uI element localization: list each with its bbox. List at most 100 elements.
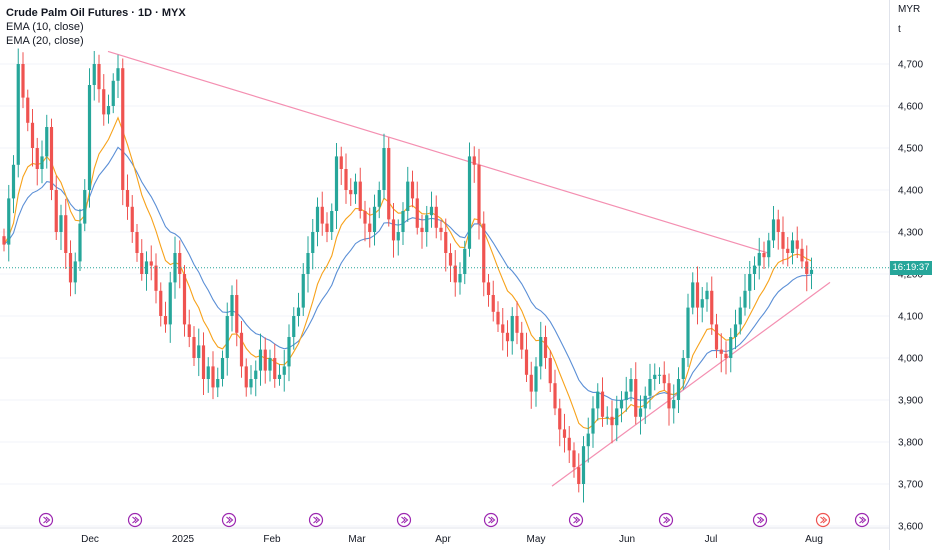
candle-body (401, 211, 405, 232)
event-marker-circle (658, 512, 674, 528)
candle-body (748, 274, 752, 291)
candle-body (206, 366, 210, 379)
event-marker-glyph (820, 516, 828, 524)
event-marker-icon[interactable] (658, 512, 674, 528)
price-axis[interactable]: MYR t 4,700 4,600 4,500 4,400 4,300 4,200 4,10… (889, 0, 932, 550)
candle-body (97, 64, 101, 90)
candle-body (520, 332, 524, 350)
price-tick-label: 4,600 (898, 102, 923, 113)
candle-body (311, 232, 315, 253)
candle-body (425, 215, 429, 232)
event-markers (38, 512, 870, 528)
candle-body (434, 206, 438, 228)
price-tick-label: 4,500 (898, 144, 923, 155)
time-axis-label: Mar (348, 534, 366, 545)
candle-body (577, 467, 581, 484)
event-marker-icon[interactable] (752, 512, 768, 528)
candle-body (458, 274, 462, 283)
candle-body (349, 190, 353, 195)
ema20-legend[interactable]: EMA (20, close) (6, 35, 84, 47)
candle-body (320, 206, 324, 224)
candle-body (391, 219, 396, 241)
candle-body (686, 307, 690, 358)
candle-body (277, 374, 282, 379)
event-marker-circle (854, 512, 870, 528)
candle-body (501, 324, 505, 333)
candle-body (168, 282, 172, 325)
event-marker-glyph (226, 516, 234, 524)
candle-body (448, 253, 453, 266)
event-marker-icon[interactable] (568, 512, 584, 528)
candle-body (230, 295, 234, 316)
candle-body (657, 374, 662, 376)
candle-body (282, 366, 286, 375)
candle-body (714, 324, 719, 350)
candle-body (662, 374, 666, 384)
candle-body (605, 416, 609, 418)
event-marker-circle (127, 512, 143, 528)
candle-body (477, 164, 481, 224)
candle-body (35, 148, 39, 169)
ema10-line (3, 116, 812, 430)
candle-body (809, 269, 814, 274)
candle-body (216, 379, 220, 388)
candle-body (733, 324, 738, 337)
event-marker-icon[interactable] (854, 512, 870, 528)
candle-body (116, 68, 120, 81)
candle-body (130, 206, 134, 232)
candle-body (83, 190, 87, 224)
time-axis-label: Dec (81, 534, 99, 545)
candle-body (225, 316, 229, 358)
candle-body (638, 408, 643, 417)
time-axis: Dec 2025 Feb Mar Apr May Jun Jul Aug (0, 527, 890, 545)
candle-body (187, 324, 191, 337)
candle-body (111, 80, 115, 106)
candle-body (543, 337, 548, 358)
candle-body (163, 316, 168, 325)
candle-body (410, 181, 415, 199)
candle-body (610, 416, 614, 426)
candle-body (249, 379, 253, 388)
candle-body (724, 353, 728, 358)
candle-body (197, 345, 201, 358)
event-marker-icon[interactable] (221, 512, 237, 528)
price-tick-labels: 4,700 4,600 4,500 4,400 4,300 4,200 4,100 4,000… (898, 60, 923, 533)
price-tick-label: 3,700 (898, 480, 923, 491)
candle-body (534, 366, 538, 392)
symbol-title[interactable]: Crude Palm Oil Futures · 1D · MYX (6, 7, 186, 19)
candle-body (301, 274, 305, 308)
candle-body (339, 156, 343, 169)
event-marker-icon[interactable] (396, 512, 412, 528)
candle-body (529, 374, 533, 392)
event-marker-icon[interactable] (815, 512, 831, 528)
event-marker-circle (815, 512, 831, 528)
candle-body (486, 282, 491, 295)
candle-body (467, 156, 472, 249)
candle-body (505, 332, 510, 342)
candle-body (59, 215, 63, 232)
candle-body (695, 282, 700, 308)
candle-body (325, 223, 329, 232)
event-marker-circle (221, 512, 237, 528)
candle-body (102, 89, 106, 115)
candle-body (771, 219, 776, 241)
ema10-legend[interactable]: EMA (10, close) (6, 21, 84, 33)
candle-body (805, 261, 809, 274)
candle-body (591, 408, 595, 434)
trendlines (107, 50, 831, 487)
candle-body (159, 290, 163, 316)
candle-body (239, 332, 244, 367)
candle-body (510, 316, 514, 342)
event-marker-icon[interactable] (308, 512, 324, 528)
event-marker-icon[interactable] (127, 512, 143, 528)
price-tick-label: 4,300 (898, 228, 923, 239)
event-marker-icon[interactable] (483, 512, 499, 528)
candle-body (344, 169, 348, 190)
chart-legend: Crude Palm Oil Futures · 1D · MYX EMA (1… (6, 6, 186, 48)
candle-body (135, 232, 139, 253)
event-marker-glyph (43, 516, 51, 524)
event-marker-icon[interactable] (38, 512, 54, 528)
candle-body (619, 400, 624, 409)
event-marker-circle (752, 512, 768, 528)
